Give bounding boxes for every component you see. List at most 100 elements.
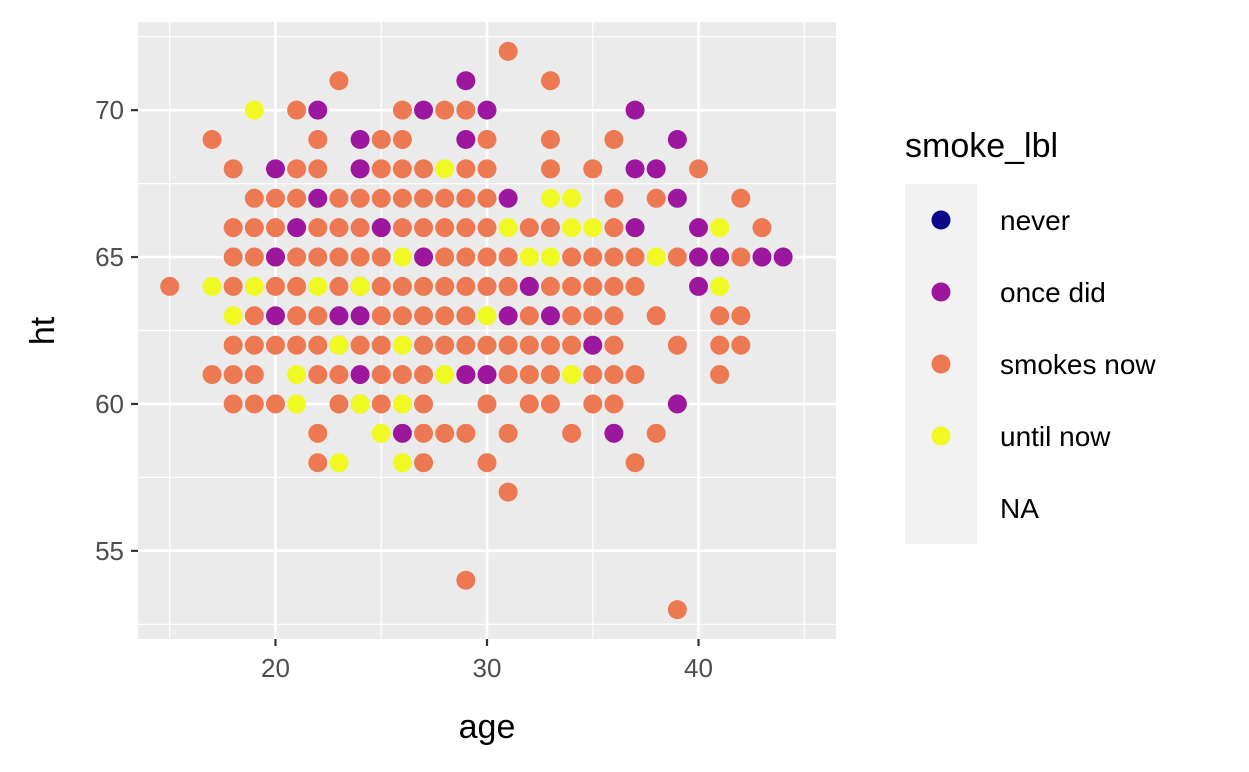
data-point bbox=[456, 276, 476, 296]
y-axis: 55 60 65 70 bbox=[95, 95, 138, 566]
data-point bbox=[371, 130, 391, 150]
data-point bbox=[710, 247, 730, 267]
data-point bbox=[350, 130, 370, 150]
data-point bbox=[604, 247, 624, 267]
data-point bbox=[498, 41, 518, 61]
data-point bbox=[456, 100, 476, 120]
data-point bbox=[604, 306, 624, 326]
data-point bbox=[477, 394, 497, 414]
data-point bbox=[456, 188, 476, 208]
data-point bbox=[519, 335, 539, 355]
data-point bbox=[414, 365, 434, 385]
data-point bbox=[477, 276, 497, 296]
data-point bbox=[689, 247, 709, 267]
data-point bbox=[477, 130, 497, 150]
data-point bbox=[583, 306, 603, 326]
data-point bbox=[371, 423, 391, 443]
data-point bbox=[329, 71, 349, 91]
data-point bbox=[583, 394, 603, 414]
data-point bbox=[244, 306, 264, 326]
data-point bbox=[329, 276, 349, 296]
data-point bbox=[308, 130, 328, 150]
legend-label: never bbox=[1000, 205, 1070, 236]
data-point bbox=[731, 247, 751, 267]
x-tick-label: 20 bbox=[261, 653, 290, 683]
data-point bbox=[392, 159, 412, 179]
legend-label: NA bbox=[1000, 493, 1039, 524]
data-point bbox=[244, 247, 264, 267]
data-point bbox=[498, 188, 518, 208]
data-point bbox=[392, 453, 412, 473]
data-point bbox=[435, 365, 455, 385]
data-point bbox=[371, 247, 391, 267]
data-point bbox=[604, 365, 624, 385]
data-point bbox=[265, 247, 285, 267]
data-point bbox=[456, 570, 476, 590]
data-point bbox=[308, 100, 328, 120]
data-point bbox=[731, 335, 751, 355]
data-point bbox=[477, 100, 497, 120]
data-point bbox=[414, 335, 434, 355]
data-point bbox=[435, 276, 455, 296]
data-point bbox=[350, 394, 370, 414]
legend-label: smokes now bbox=[1000, 349, 1156, 380]
legend-key bbox=[931, 354, 951, 374]
data-point bbox=[308, 218, 328, 238]
data-point bbox=[371, 335, 391, 355]
data-point bbox=[583, 335, 603, 355]
data-point bbox=[477, 188, 497, 208]
data-point bbox=[456, 306, 476, 326]
data-point bbox=[287, 335, 307, 355]
data-point bbox=[371, 365, 391, 385]
data-point bbox=[160, 276, 180, 296]
data-point bbox=[646, 188, 666, 208]
data-point bbox=[392, 276, 412, 296]
data-point bbox=[287, 394, 307, 414]
data-point bbox=[350, 335, 370, 355]
data-point bbox=[667, 600, 687, 620]
data-point bbox=[540, 130, 560, 150]
data-point bbox=[308, 306, 328, 326]
data-point bbox=[667, 335, 687, 355]
data-point bbox=[244, 365, 264, 385]
data-point bbox=[456, 71, 476, 91]
data-point bbox=[562, 306, 582, 326]
data-point bbox=[710, 276, 730, 296]
data-point bbox=[392, 335, 412, 355]
data-point bbox=[392, 423, 412, 443]
data-point bbox=[244, 188, 264, 208]
data-point bbox=[625, 453, 645, 473]
data-point bbox=[350, 306, 370, 326]
data-point bbox=[392, 306, 412, 326]
data-point bbox=[287, 100, 307, 120]
data-point bbox=[562, 335, 582, 355]
data-point bbox=[604, 335, 624, 355]
data-point bbox=[414, 394, 434, 414]
data-point bbox=[308, 276, 328, 296]
data-point bbox=[710, 306, 730, 326]
data-point bbox=[265, 306, 285, 326]
data-point bbox=[371, 306, 391, 326]
data-point bbox=[562, 276, 582, 296]
data-point bbox=[308, 453, 328, 473]
data-point bbox=[329, 247, 349, 267]
data-point bbox=[456, 365, 476, 385]
data-point bbox=[371, 394, 391, 414]
data-point bbox=[329, 188, 349, 208]
data-point bbox=[392, 247, 412, 267]
data-point bbox=[392, 394, 412, 414]
data-point bbox=[244, 394, 264, 414]
data-point bbox=[308, 365, 328, 385]
data-point bbox=[287, 188, 307, 208]
data-point bbox=[604, 218, 624, 238]
data-point bbox=[287, 218, 307, 238]
data-point bbox=[350, 188, 370, 208]
data-point bbox=[667, 130, 687, 150]
data-point bbox=[223, 394, 243, 414]
data-point bbox=[752, 247, 772, 267]
data-point bbox=[519, 247, 539, 267]
data-point bbox=[540, 276, 560, 296]
legend-title: smoke_lbl bbox=[905, 127, 1058, 165]
data-point bbox=[477, 306, 497, 326]
